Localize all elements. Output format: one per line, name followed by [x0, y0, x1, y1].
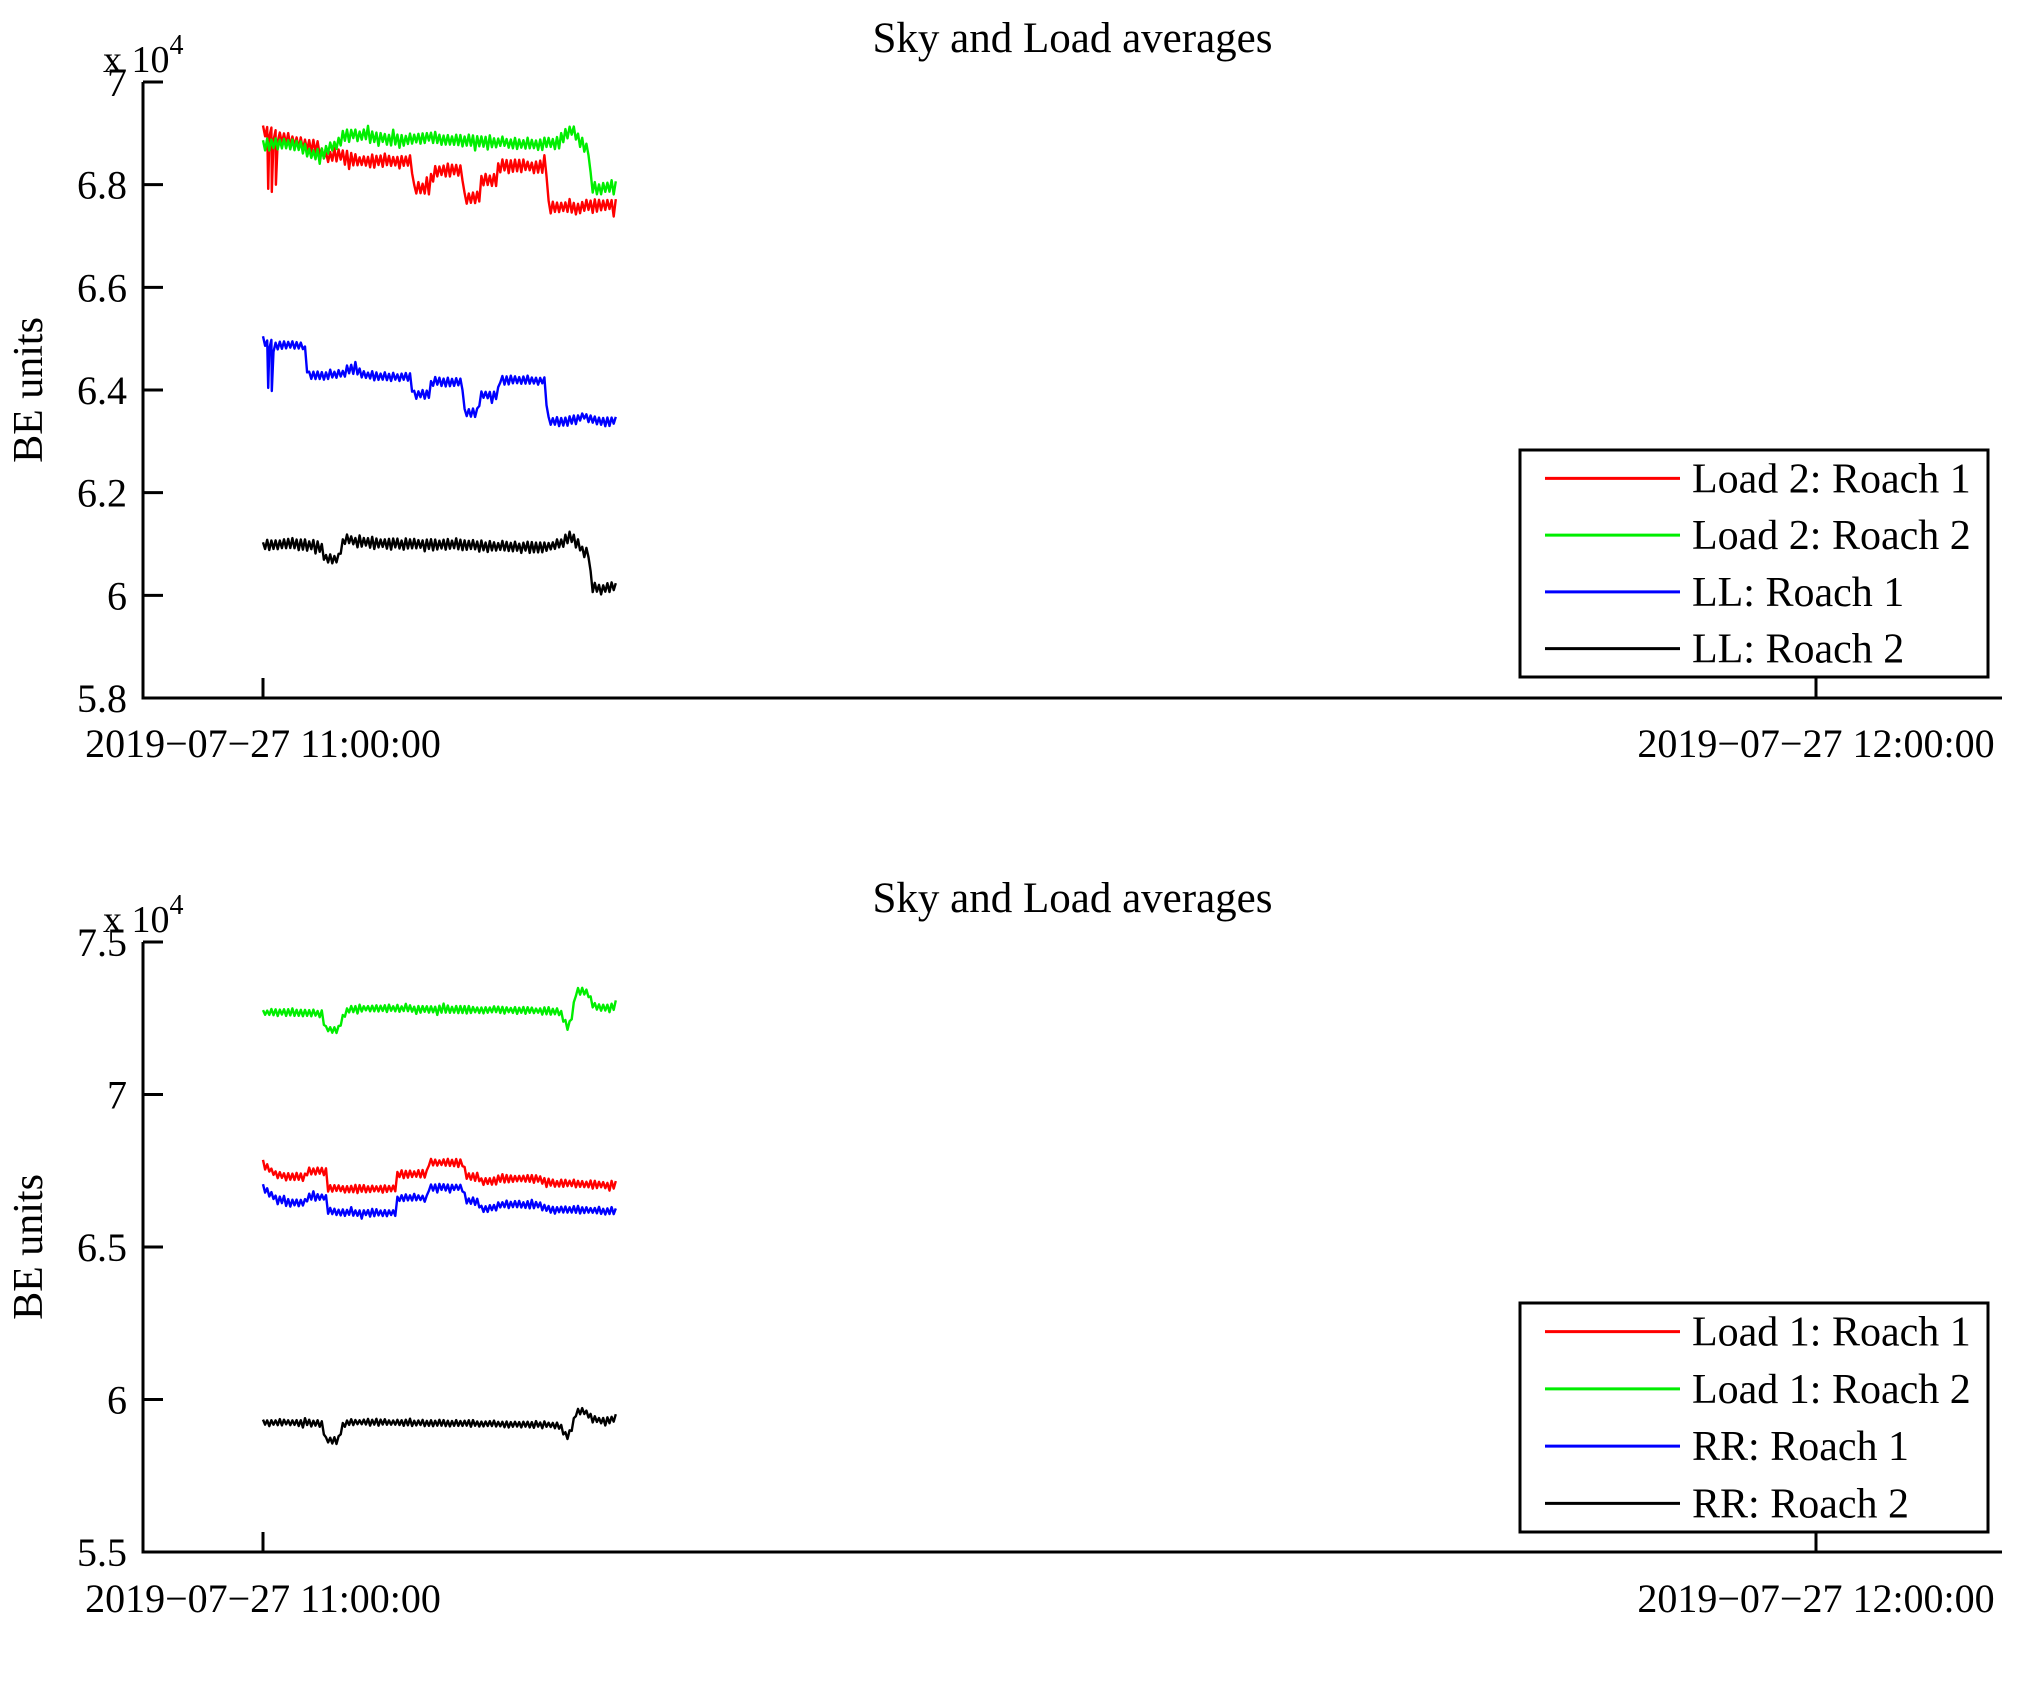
bottom-chart-title: Sky and Load averages: [873, 875, 1273, 922]
bottom-y-tick-label: 6.5: [77, 1225, 127, 1270]
top-y-tick-label: 6.2: [77, 471, 127, 516]
top-y-tick-label: 6.4: [77, 368, 127, 413]
bottom-y-tick-label: 6: [107, 1378, 127, 1423]
top-y-tick-label: 6: [107, 573, 127, 618]
top-legend-entry-label: LL: Roach 1: [1692, 570, 1904, 616]
bottom-legend-entry-label: Load 1: Roach 2: [1692, 1367, 1971, 1413]
bottom-y-scale-label: x 104: [103, 890, 184, 941]
bottom-legend: Load 1: Roach 1 Load 1: Roach 2 RR: Roach …: [1518, 1301, 1990, 1534]
bottom-y-axis-label: BE units: [6, 1174, 52, 1320]
top-x-tick-label: 2019−07−27 11:00:00: [85, 721, 441, 766]
bottom-legend-entry-label: Load 1: Roach 1: [1692, 1310, 1971, 1356]
top-series-line-ll-roach-2: [261, 530, 617, 596]
bottom-chart: Sky and Load averages x 104 BE units 7.5 7 6.…: [6, 875, 2002, 1621]
bottom-x-tick-label: 2019−07−27 11:00:00: [85, 1576, 441, 1621]
bottom-series-line-load-1-roach-2: [261, 986, 617, 1035]
top-series-line-load-2-roach-2: [261, 124, 617, 196]
top-series-line-load-2-roach-1: [261, 125, 617, 218]
bottom-x-tick-label: 2019−07−27 12:00:00: [1637, 1576, 1994, 1621]
top-legend-entry-label: LL: Roach 2: [1692, 627, 1904, 673]
top-y-scale-label: x 104: [103, 30, 184, 81]
top-y-tick-label: 6.8: [77, 163, 127, 208]
top-y-tick-label: 6.6: [77, 265, 127, 310]
bottom-y-tick-label: 7: [107, 1073, 127, 1118]
top-y-tick-label: 7: [107, 60, 127, 105]
top-x-tick-label: 2019−07−27 12:00:00: [1637, 721, 1994, 766]
bottom-y-tick-label: 7.5: [77, 920, 127, 965]
top-chart: Sky and Load averages x 104 BE units 7 6.8 6.…: [6, 15, 2002, 766]
top-legend-box: [1518, 448, 1990, 679]
top-legend-entry-label: Load 2: Roach 2: [1692, 513, 1971, 559]
bottom-legend-entry-label: RR: Roach 2: [1692, 1481, 1909, 1527]
top-series-line-ll-roach-1: [261, 335, 617, 428]
bottom-y-tick-label: 5.5: [77, 1530, 127, 1575]
bottom-series-line-rr-roach-2: [261, 1406, 617, 1446]
top-y-tick-label: 5.8: [77, 676, 127, 721]
top-y-axis-label: BE units: [6, 317, 52, 463]
bottom-legend-entry-label: RR: Roach 1: [1692, 1424, 1909, 1470]
top-legend-entry-label: Load 2: Roach 1: [1692, 456, 1971, 502]
bottom-series-line-load-1-roach-1: [261, 1157, 617, 1195]
bottom-series-line-rr-roach-1: [261, 1182, 617, 1220]
top-legend: Load 2: Roach 1 Load 2: Roach 2 LL: Roach …: [1518, 448, 1990, 679]
bottom-legend-box: [1518, 1301, 1990, 1534]
top-chart-title: Sky and Load averages: [873, 15, 1273, 62]
